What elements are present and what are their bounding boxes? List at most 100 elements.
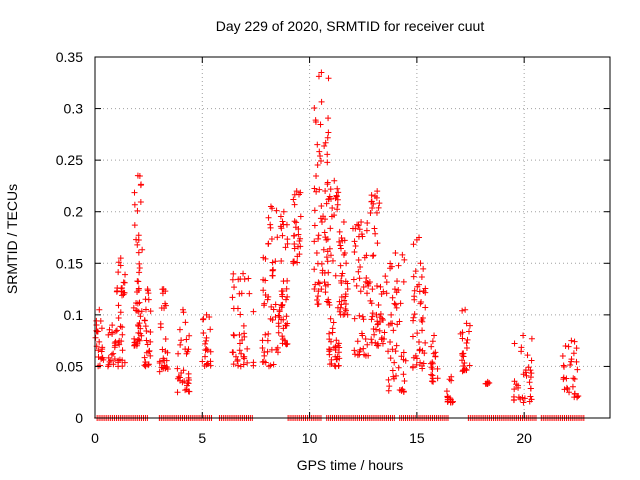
data-point (176, 374, 183, 381)
data-point (319, 219, 326, 226)
data-point (250, 359, 257, 366)
data-point (395, 364, 402, 371)
data-point (115, 315, 122, 322)
data-point (134, 241, 141, 248)
data-point (272, 313, 279, 320)
data-point (409, 333, 416, 340)
y-tick-label: 0.3 (64, 101, 84, 117)
data-point (316, 280, 323, 287)
data-point (511, 386, 518, 393)
data-point (327, 315, 334, 322)
data-point (388, 311, 395, 318)
data-point (413, 361, 420, 368)
data-point (368, 192, 375, 199)
data-point (200, 329, 207, 336)
data-point (416, 347, 423, 354)
data-point (380, 288, 387, 295)
data-point (115, 259, 122, 266)
data-point (178, 337, 185, 344)
data-point (137, 199, 144, 206)
data-point (230, 361, 237, 368)
data-point (135, 308, 142, 315)
data-point (264, 296, 271, 303)
data-point (131, 222, 138, 229)
data-point (174, 389, 181, 396)
data-point (357, 288, 364, 295)
data-point (398, 387, 405, 394)
y-tick-label: 0.2 (64, 204, 84, 220)
data-point (99, 344, 106, 351)
data-point (356, 348, 363, 355)
data-point (393, 289, 400, 296)
data-point (342, 291, 349, 298)
data-point (272, 301, 279, 308)
data-point (340, 251, 347, 258)
data-point (279, 336, 286, 343)
data-point (295, 243, 302, 250)
data-point (459, 351, 466, 358)
data-point (270, 361, 277, 368)
plot-frame (94, 56, 611, 419)
data-point (117, 255, 124, 262)
data-point (358, 219, 365, 226)
data-point (134, 278, 141, 285)
data-point (316, 148, 323, 155)
data-point (339, 270, 346, 277)
data-point (322, 187, 329, 194)
data-point (279, 287, 286, 294)
data-point (292, 224, 299, 231)
data-point (141, 354, 148, 361)
data-point (96, 306, 103, 313)
data-point (417, 300, 424, 307)
data-point (207, 348, 214, 355)
data-point (324, 134, 331, 141)
data-point (159, 346, 166, 353)
data-point (260, 287, 267, 294)
data-point (466, 322, 473, 329)
data-point (135, 336, 142, 343)
data-point (363, 227, 370, 234)
data-point (336, 228, 343, 235)
data-point (141, 362, 148, 369)
data-point (112, 328, 119, 335)
data-point (134, 307, 141, 314)
data-point (429, 359, 436, 366)
data-point (318, 202, 325, 209)
data-point (324, 258, 331, 265)
data-point (265, 330, 272, 337)
data-point (290, 196, 297, 203)
data-point (163, 363, 170, 370)
data-point (385, 376, 392, 383)
data-point (279, 333, 286, 340)
data-point (259, 345, 266, 351)
data-point (356, 312, 363, 319)
data-point (382, 273, 389, 280)
data-point (275, 312, 282, 319)
data-point (119, 324, 126, 331)
data-point (119, 347, 126, 354)
axis-ticks (94, 56, 610, 419)
data-point (362, 336, 369, 343)
data-point (260, 276, 267, 283)
data-point (317, 153, 324, 160)
data-point (460, 350, 467, 357)
data-point (444, 398, 451, 405)
data-point (244, 345, 251, 352)
data-point (284, 240, 291, 247)
data-point (131, 339, 138, 346)
data-point (201, 363, 208, 370)
data-point (410, 363, 417, 370)
data-point (520, 332, 527, 339)
data-point (133, 342, 140, 349)
data-point (350, 276, 357, 283)
data-point (139, 246, 146, 253)
data-point (108, 351, 115, 358)
data-point (368, 336, 375, 343)
data-point (269, 259, 276, 266)
data-point (315, 232, 322, 239)
data-point (230, 270, 237, 277)
data-point (390, 327, 397, 334)
data-point (237, 311, 244, 318)
x-tick-label: 10 (302, 430, 318, 446)
data-point (351, 238, 358, 245)
